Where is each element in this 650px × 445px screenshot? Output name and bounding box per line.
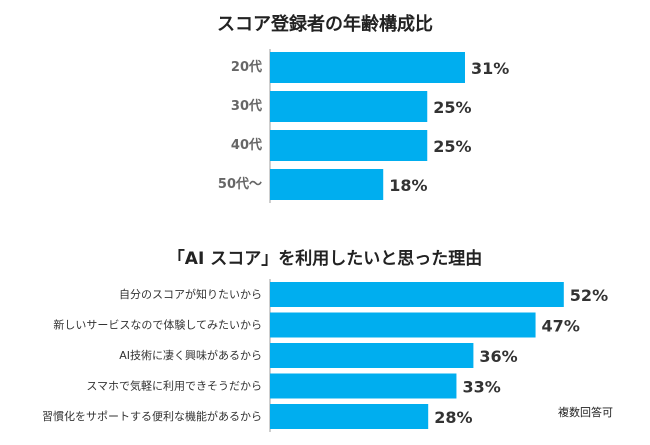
reason-bar xyxy=(270,312,536,338)
reason-category-label: スマホで気軽に利用できそうだから xyxy=(86,379,262,393)
reason-bar xyxy=(270,373,457,399)
age-category-label: 20代 xyxy=(231,59,262,75)
age-category-label: 40代 xyxy=(231,137,262,153)
reason-category-label: 自分のスコアが知りたいから xyxy=(119,287,262,301)
reason-category-label: 習慣化をサポートする便利な機能があるから xyxy=(42,409,262,423)
reason-value-label: 33% xyxy=(462,378,500,397)
reason-value-label: 47% xyxy=(542,317,580,336)
age-bar xyxy=(270,52,465,83)
age-bar xyxy=(270,130,428,161)
reason-bar xyxy=(270,282,564,307)
reason-value-label: 52% xyxy=(570,286,608,305)
age-value-label: 25% xyxy=(433,98,471,117)
age-value-label: 18% xyxy=(389,176,427,195)
chart-title-reasons: 「AI スコア」を利用したいと思った理由 xyxy=(167,249,483,269)
age-category-label: 30代 xyxy=(231,98,262,114)
chart-title-age: スコア登録者の年齢構成比 xyxy=(217,14,433,35)
age-value-label: 31% xyxy=(471,59,509,78)
age-bar xyxy=(270,169,384,200)
reason-bar xyxy=(270,404,429,429)
age-bar xyxy=(270,91,428,122)
reason-category-label: 新しいサービスなので体験してみたいから xyxy=(53,318,262,332)
age-value-label: 25% xyxy=(433,137,471,156)
multiple-answer-note: 複数回答可 xyxy=(558,406,613,419)
reason-category-label: AI技術に凄く興味があるから xyxy=(119,348,262,362)
reason-value-label: 36% xyxy=(479,347,517,366)
reason-bar xyxy=(270,343,474,368)
reason-value-label: 28% xyxy=(434,408,472,427)
age-category-label: 50代〜 xyxy=(218,176,262,192)
